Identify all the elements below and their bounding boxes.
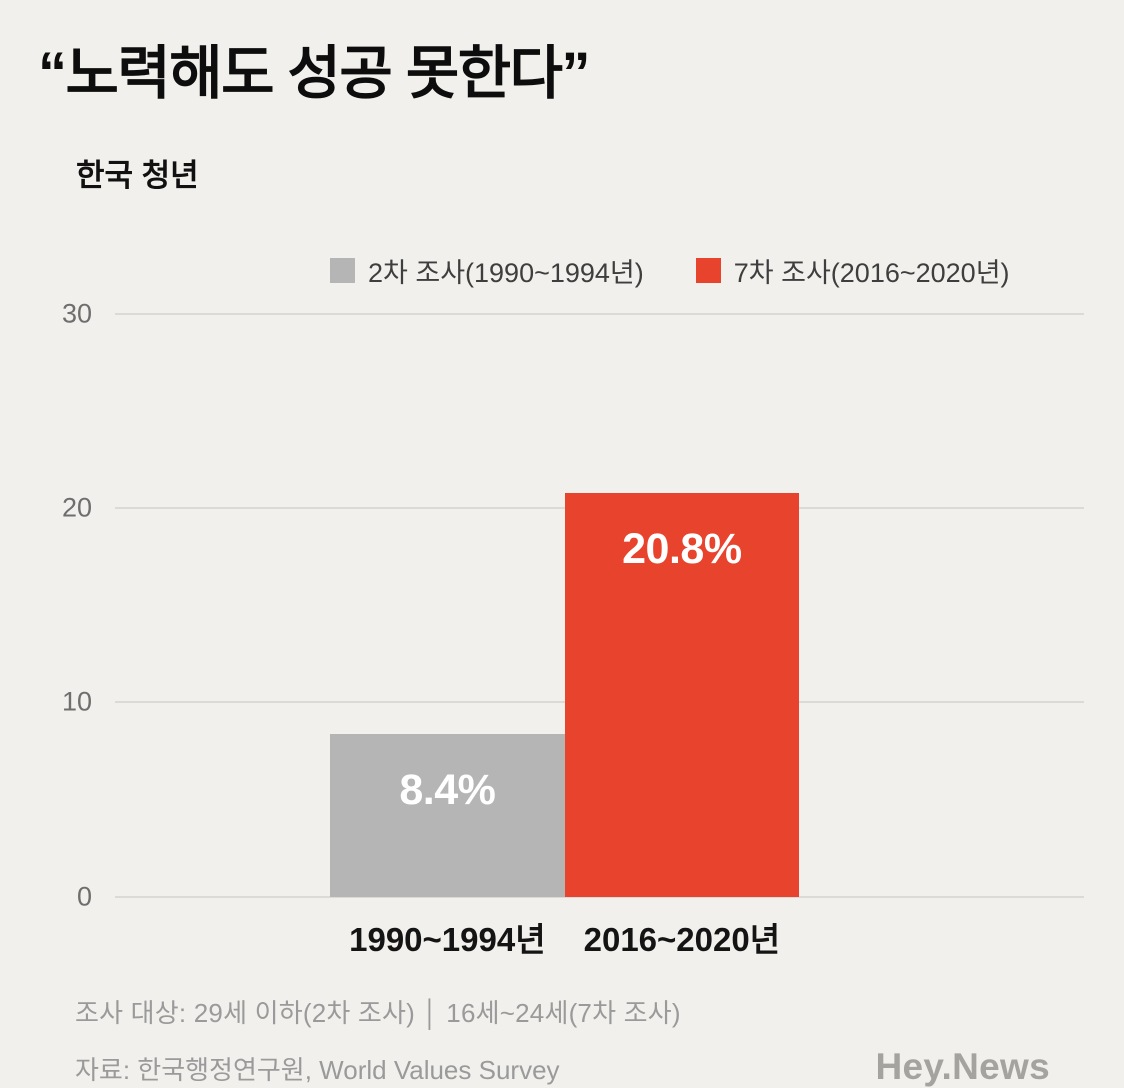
y-tick-label: 20 [61,492,92,523]
legend-label-wave2: 2차 조사(1990~1994년) [368,257,644,288]
footnote-survey-scope: 조사 대상: 29세 이하(2차 조사) │ 16세~24세(7차 조사) [75,997,681,1028]
bar-value-label: 8.4% [399,765,496,814]
chart-body: 0 10 20 30 8.4% 20.8% [0,298,1124,911]
page-title: “노력해도 성공 못한다” [38,41,590,106]
y-tick-label: 10 [61,686,92,717]
bar-value-label: 20.8% [622,524,742,573]
chart-legend: 2차 조사(1990~1994년) 7차 조사(2016~2020년) [330,251,1124,290]
footnote-source: 자료: 한국행정연구원, World Values Survey [75,1054,560,1085]
legend-item-wave2: 2차 조사(1990~1994년) [330,251,644,290]
y-axis: 0 10 20 30 [0,298,100,911]
brand-logo: Hey.News [875,1045,1050,1087]
gridline [115,895,1084,898]
page-subtitle: 한국 청년 [76,157,199,193]
footer: 조사 대상: 29세 이하(2차 조사) │ 16세~24세(7차 조사) 자료… [75,993,1124,1088]
x-axis-labels: 1990~1994년 2016~2020년 [115,913,1084,958]
legend-swatch-red-icon [695,257,721,283]
x-tick-label: 1990~1994년 [349,920,546,958]
y-tick-label: 0 [76,881,92,912]
bar-series-0: 8.4% [330,733,565,897]
y-tick-label: 30 [61,298,92,329]
bar-series-1: 20.8% [564,492,800,897]
legend-item-wave7: 7차 조사(2016~2020년) [695,251,1010,290]
plot-area: 8.4% 20.8% [115,312,1084,898]
legend-label-wave7: 7차 조사(2016~2020년) [733,257,1010,288]
x-tick-label: 2016~2020년 [583,920,781,958]
bar-chart: 0 10 20 30 8.4% 20.8% 1990~1994년 2016~2020년 [0,298,1124,958]
legend-swatch-gray-icon [330,257,355,283]
footer-source-row: 자료: 한국행정연구원, World Values Survey Hey.New… [75,1046,1124,1088]
gridline [115,312,1084,315]
